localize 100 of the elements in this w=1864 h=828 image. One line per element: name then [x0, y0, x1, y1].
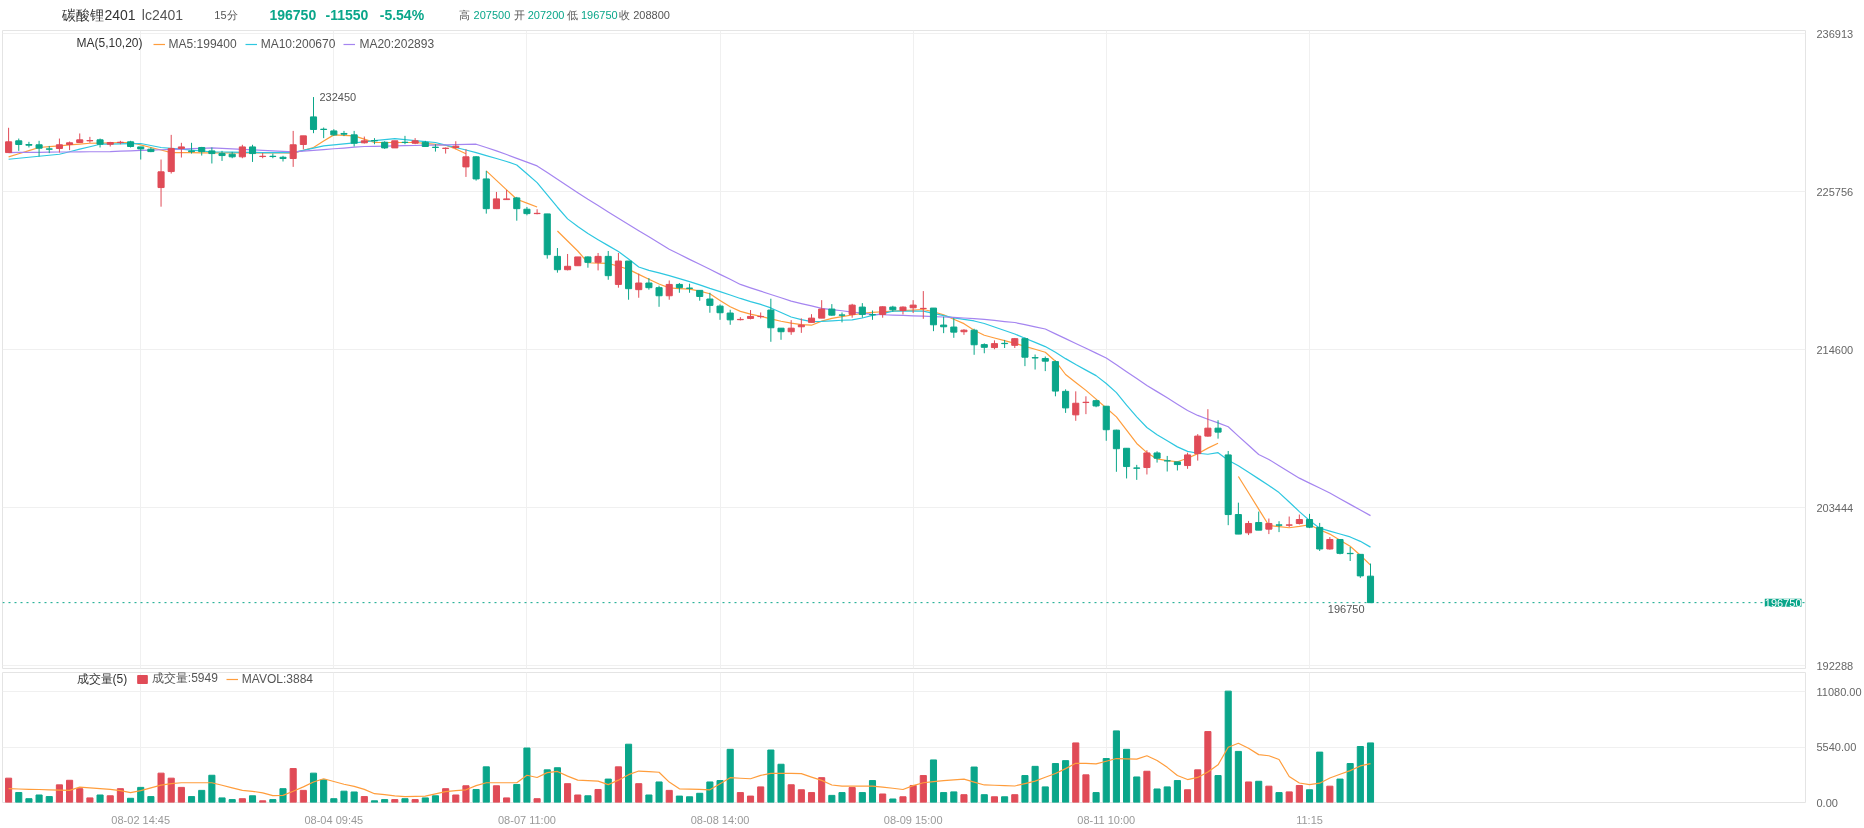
bar	[228, 799, 236, 803]
candlestick	[1123, 447, 1131, 479]
bar	[15, 791, 23, 803]
bar	[777, 763, 785, 803]
candlestick	[1153, 450, 1161, 464]
legend-label: MA10:200670	[260, 37, 336, 51]
bar	[960, 794, 968, 803]
bar	[350, 791, 358, 803]
bar	[452, 794, 460, 803]
candlestick	[584, 255, 592, 269]
bar	[320, 779, 328, 803]
bar	[828, 794, 836, 803]
bar	[1285, 791, 1293, 803]
x-tick-label: 08-11 10:00	[1077, 813, 1136, 826]
candlestick	[218, 150, 226, 162]
bar	[909, 784, 917, 803]
bar	[1133, 776, 1141, 803]
legend-label: MA20:202893	[359, 37, 435, 51]
bar	[482, 766, 490, 803]
text: 15分	[214, 8, 238, 21]
bar	[106, 795, 114, 803]
annotation: 196750	[1327, 602, 1365, 615]
bar	[1366, 742, 1375, 803]
x-tick-label: 08-02 14:45	[111, 813, 171, 826]
bar	[330, 798, 338, 803]
bar	[950, 791, 958, 803]
bar	[96, 794, 104, 803]
bar	[492, 785, 500, 803]
candlestick	[645, 277, 653, 291]
bar	[167, 777, 175, 803]
bar	[187, 796, 196, 803]
bar	[1326, 785, 1334, 803]
candlestick	[5, 127, 13, 154]
candlestick	[1102, 405, 1110, 442]
bar	[218, 797, 226, 803]
bar	[1305, 789, 1314, 803]
bar	[198, 789, 206, 803]
candlestick	[279, 155, 287, 162]
bar	[1072, 742, 1080, 803]
candlestick	[167, 134, 175, 175]
candlestick	[462, 148, 470, 178]
bar	[553, 767, 561, 803]
bar	[889, 798, 897, 803]
bar	[645, 794, 653, 803]
bar	[797, 789, 805, 803]
bar	[1275, 792, 1283, 803]
bar	[513, 783, 521, 803]
bar	[1051, 763, 1059, 803]
bar	[1214, 775, 1222, 803]
candlestick	[533, 208, 541, 215]
bar	[1184, 789, 1192, 803]
bar	[1224, 690, 1232, 803]
bar	[1244, 781, 1253, 803]
text: -11550	[325, 6, 369, 23]
candlestick	[1062, 388, 1070, 414]
annotation: MA(5,10,20)	[76, 35, 143, 50]
bar	[594, 788, 602, 803]
candlestick	[309, 96, 318, 134]
bar	[1021, 775, 1029, 803]
bar	[1031, 765, 1039, 803]
bar	[665, 789, 673, 803]
candlestick	[868, 309, 877, 321]
bar	[635, 783, 643, 803]
bar	[879, 793, 887, 803]
bar	[584, 795, 592, 803]
bar	[940, 792, 948, 803]
candlestick	[472, 155, 480, 182]
bar	[757, 786, 765, 803]
bar	[431, 795, 440, 803]
bar	[980, 794, 988, 803]
candlestick	[929, 307, 938, 332]
candlestick	[1255, 511, 1263, 531]
text: 208800	[633, 8, 670, 21]
bar	[868, 780, 877, 803]
bar	[25, 798, 33, 803]
bar	[1112, 730, 1120, 803]
bar	[1194, 769, 1202, 803]
candlestick	[35, 140, 43, 158]
bar	[726, 748, 734, 803]
text: 196750	[269, 6, 317, 23]
bar	[604, 778, 612, 803]
bar	[309, 772, 318, 803]
bar	[248, 795, 257, 803]
bar	[1204, 731, 1212, 803]
bar	[1041, 786, 1049, 803]
text: 207200	[527, 8, 565, 21]
bar	[208, 774, 216, 803]
candlestick	[1112, 429, 1120, 473]
text: 高	[459, 8, 471, 21]
bar	[462, 785, 470, 803]
candlestick	[950, 317, 958, 339]
candlestick	[25, 141, 33, 148]
bar	[1153, 788, 1161, 803]
x-tick-label: 08-07 11:00	[497, 813, 556, 826]
bar	[1173, 780, 1181, 803]
x-tick-label: 08-04 09:45	[304, 813, 364, 826]
bar	[686, 796, 694, 803]
text: 低	[567, 8, 579, 21]
candlestick	[340, 130, 348, 137]
legend-label: 成交量:5949	[151, 671, 218, 687]
